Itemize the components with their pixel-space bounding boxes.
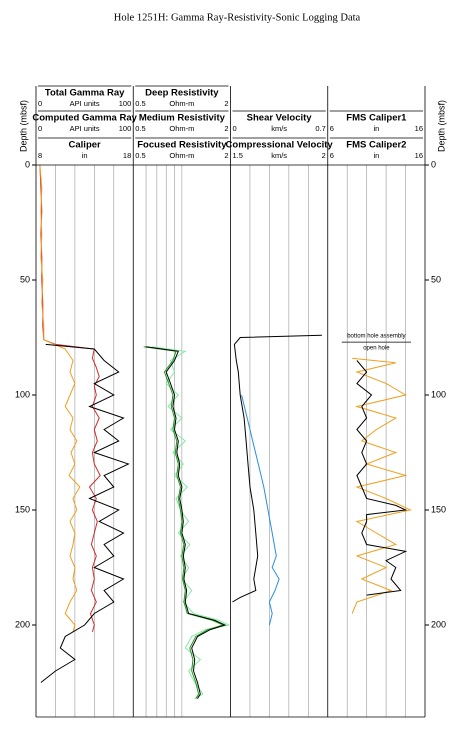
scale-min: 8 — [38, 151, 42, 160]
scale-max: 18 — [123, 151, 131, 160]
chart-title: Hole 1251H: Gamma Ray-Resistivity-Sonic … — [114, 12, 361, 23]
scale-unit: Ohm-m — [169, 99, 194, 108]
curve-name: FMS Caliper1 — [346, 113, 407, 124]
curve-name: Compressional Velocity — [226, 140, 334, 151]
curve-name: Computed Gamma Ray — [32, 113, 137, 124]
y-tick-label: 150 — [15, 504, 30, 514]
scale-max: 100 — [119, 99, 132, 108]
scale-unit: API units — [70, 124, 100, 133]
scale-unit: API units — [70, 99, 100, 108]
scale-unit: Ohm-m — [169, 124, 194, 133]
curve-name: Caliper — [69, 140, 102, 151]
scale-max: 2 — [322, 151, 326, 160]
scale-max: 0.7 — [315, 124, 325, 133]
scale-unit: in — [82, 151, 88, 160]
y-tick-label-right: 100 — [431, 389, 446, 399]
y-tick-label: 200 — [15, 619, 30, 629]
curve-name: Medium Resistivity — [139, 113, 226, 124]
log-curve — [356, 360, 408, 596]
scale-max: 16 — [415, 151, 423, 160]
scale-min: 0.5 — [135, 99, 145, 108]
y-tick-label: 50 — [20, 274, 30, 284]
annotation: bottom hole assembly — [347, 334, 405, 340]
scale-min: 0 — [233, 124, 237, 133]
scale-min: 6 — [330, 151, 334, 160]
scale-min: 1.5 — [233, 151, 243, 160]
annotation: open hole — [363, 346, 390, 352]
curve-name: Total Gamma Ray — [45, 88, 125, 99]
log-curve — [232, 334, 322, 603]
log-curve — [39, 164, 101, 633]
scale-unit: in — [373, 151, 379, 160]
scale-min: 6 — [330, 124, 334, 133]
scale-unit: km/s — [271, 124, 287, 133]
log-curve — [351, 357, 412, 614]
log-curve — [143, 346, 225, 699]
curve-name: Deep Resistivity — [145, 88, 219, 99]
y-tick-label: 100 — [15, 389, 30, 399]
log-curve — [145, 346, 227, 699]
scale-max: 16 — [415, 124, 423, 133]
scale-min: 0 — [38, 99, 42, 108]
scale-max: 2 — [224, 151, 228, 160]
log-curve — [151, 346, 231, 700]
y-axis-label-right: Depth (mbsf) — [436, 100, 446, 152]
y-tick-label-right: 200 — [431, 619, 446, 629]
y-tick-label-right: 50 — [431, 274, 441, 284]
scale-unit: km/s — [271, 151, 287, 160]
log-curve — [40, 343, 130, 683]
curve-name: FMS Caliper2 — [346, 140, 406, 151]
curve-name: Focused Resistivity — [137, 140, 227, 151]
scale-min: 0.5 — [135, 124, 145, 133]
y-tick-label-right: 0 — [431, 159, 436, 169]
scale-max: 100 — [119, 124, 132, 133]
y-tick-label-right: 150 — [431, 504, 446, 514]
scale-max: 2 — [224, 99, 228, 108]
curve-name: Shear Velocity — [247, 113, 313, 124]
y-axis-label: Depth (mbsf) — [18, 100, 28, 152]
scale-unit: in — [373, 124, 379, 133]
scale-max: 2 — [224, 124, 228, 133]
scale-min: 0.5 — [135, 151, 145, 160]
y-tick-label: 0 — [25, 159, 30, 169]
scale-min: 0 — [38, 124, 42, 133]
scale-unit: Ohm-m — [169, 151, 194, 160]
log-curve — [39, 164, 81, 633]
log-curve — [241, 394, 280, 626]
